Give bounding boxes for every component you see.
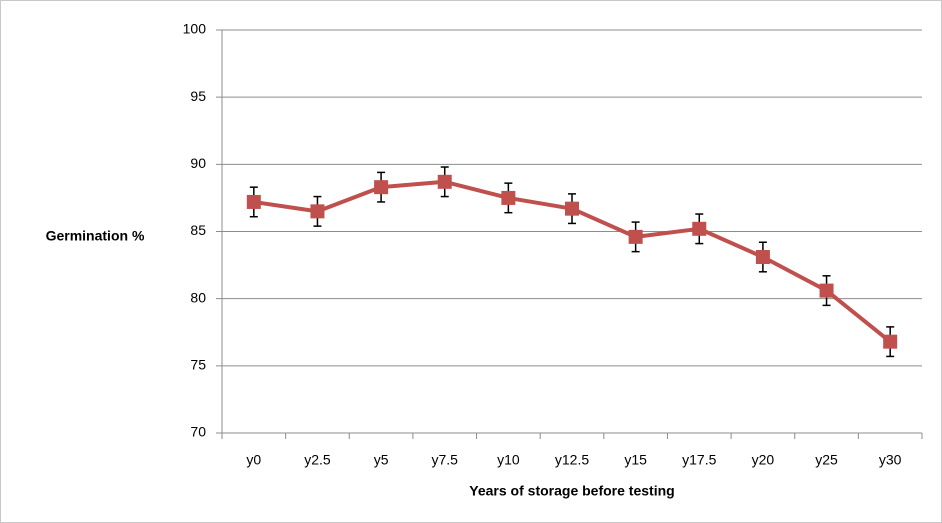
marker [310, 204, 325, 219]
marker [437, 174, 452, 189]
marker [565, 201, 579, 216]
x-tick-label: y0 [246, 452, 261, 468]
y-tick-label: 100 [183, 21, 207, 37]
marker [246, 194, 261, 209]
y-tick-label: 90 [190, 155, 206, 171]
x-axis-label: Years of storage before testing [469, 483, 674, 499]
x-tick-label: y25 [815, 452, 838, 468]
x-tick-label: y20 [752, 452, 775, 468]
y-tick-label: 80 [190, 289, 206, 305]
marker [755, 250, 770, 265]
x-tick-label: y2.5 [304, 452, 331, 468]
x-tick-label: y10 [497, 452, 520, 468]
x-tick-label: y15 [624, 452, 647, 468]
marker [374, 180, 389, 195]
marker [501, 190, 516, 205]
x-tick-label: y12.5 [555, 452, 589, 468]
marker [692, 221, 707, 236]
x-tick-label: y5 [374, 452, 389, 468]
x-tick-label: y7.5 [431, 452, 458, 468]
y-tick-label: 95 [190, 88, 206, 104]
y-tick-label: 85 [190, 222, 206, 238]
x-tick-label: y17.5 [682, 452, 716, 468]
y-tick-label: 75 [190, 357, 206, 373]
y-tick-label: 70 [190, 424, 206, 440]
marker [628, 229, 643, 244]
y-axis-label: Germination % [46, 228, 145, 244]
x-tick-label: y30 [879, 452, 902, 468]
marker [883, 334, 898, 349]
marker [819, 283, 834, 298]
